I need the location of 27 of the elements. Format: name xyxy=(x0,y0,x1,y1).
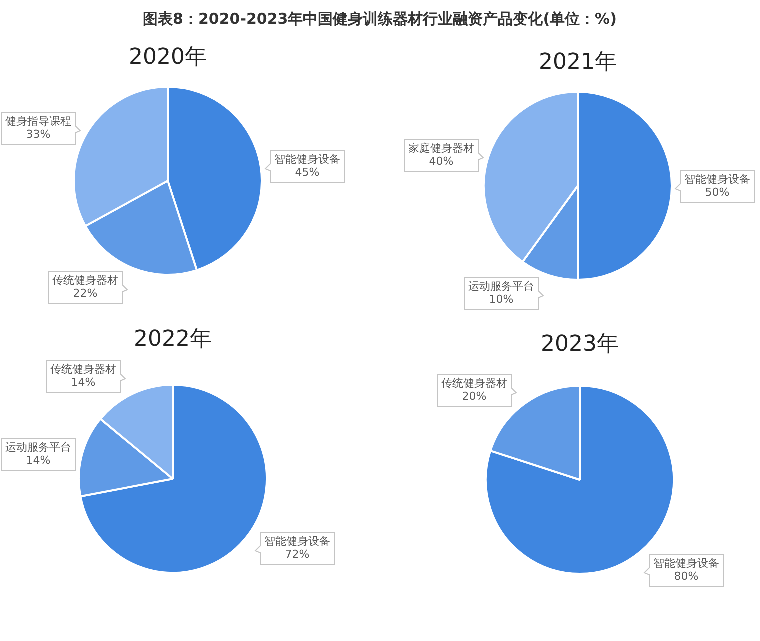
data-label: 33% xyxy=(26,128,51,141)
data-label: 40% xyxy=(429,154,454,168)
data-label: 14% xyxy=(71,376,96,389)
slice-label: 运动服务平台 xyxy=(468,280,534,293)
slice-label: 传统健身器材 xyxy=(52,274,118,287)
slice-label: 家庭健身器材 xyxy=(408,142,474,155)
data-label: 45% xyxy=(295,166,320,179)
chart-title: 2021年 xyxy=(538,49,618,77)
data-label: 14% xyxy=(26,454,51,467)
slice-label: 传统健身器材 xyxy=(50,362,116,376)
data-label: 22% xyxy=(73,286,98,300)
data-label: 10% xyxy=(489,292,514,306)
slice-label: 智能健身设备 xyxy=(264,534,330,548)
data-label: 80% xyxy=(674,570,699,583)
text: 图表8：2020-2023年中国健身训练器材行业融资产品变化(单位：%) xyxy=(142,9,618,30)
chart-subtitle: 2020年 xyxy=(128,44,208,72)
chart-title: 2023年 xyxy=(540,331,620,359)
slice-label: 传统健身器材 xyxy=(442,376,508,390)
data-label: 72% xyxy=(285,548,310,561)
data-label: 20% xyxy=(462,390,487,403)
slice-label: 智能健身设备 xyxy=(654,556,720,570)
chart-title: 2022年 xyxy=(133,326,213,354)
slice-label: 智能健身设备 xyxy=(684,172,750,186)
slice-label: 智能健身设备 xyxy=(274,152,340,166)
slice-label: 运动服务平台 xyxy=(6,440,72,454)
slice-label: 健身指导课程 xyxy=(6,114,72,128)
data-label: 50% xyxy=(705,186,730,199)
